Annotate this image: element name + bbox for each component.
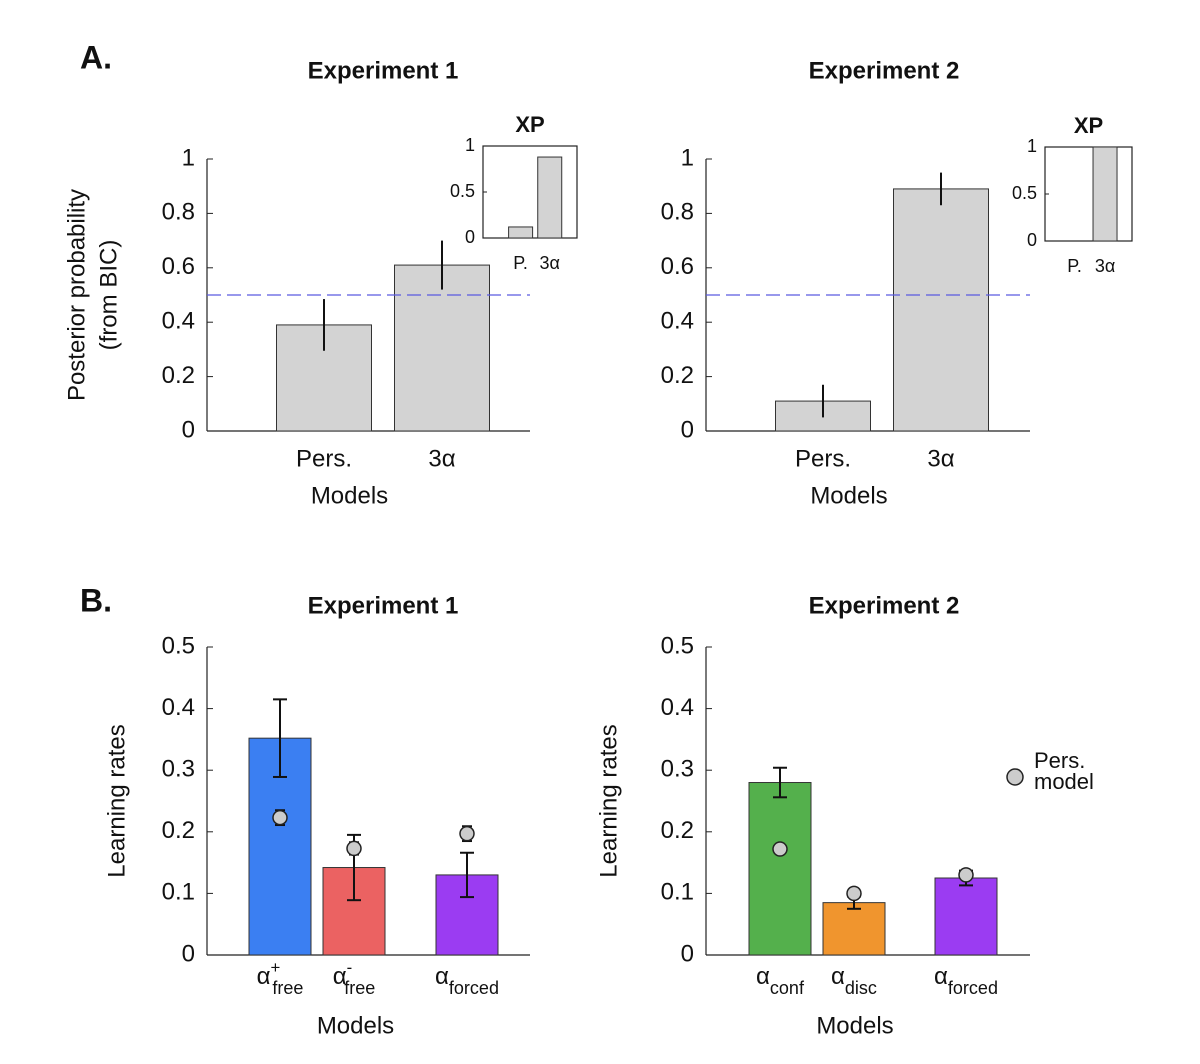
y-tick-label: 0.6 <box>661 253 694 280</box>
subscript: free <box>272 978 303 998</box>
x-tick-label: αforced <box>435 963 499 997</box>
subscript: conf <box>770 978 805 998</box>
inset-title: XP <box>515 112 544 137</box>
inset-x-tick-label: 3α <box>540 253 560 273</box>
y-tick-label: 0.1 <box>162 879 195 906</box>
subscript: free <box>344 978 375 998</box>
y-tick-label: 0.5 <box>162 632 195 659</box>
inset-y-tick-label: 1 <box>1027 136 1037 156</box>
y-tick-label: 0.4 <box>661 308 694 335</box>
symbol: α <box>934 963 948 990</box>
inset-y-tick-label: 0 <box>1027 230 1037 250</box>
point <box>459 825 475 842</box>
bar <box>893 188 989 432</box>
inset-bar <box>508 226 534 239</box>
y-tick-label: 0.2 <box>661 362 694 389</box>
y-tick-label: 0.3 <box>162 756 195 783</box>
inset-frame <box>482 145 578 239</box>
bar <box>748 782 812 956</box>
bar <box>934 877 998 956</box>
subscript: forced <box>948 978 998 998</box>
x-tick-label: αdisc <box>831 963 877 997</box>
chart-title: Experiment 2 <box>809 592 960 619</box>
point <box>772 841 788 857</box>
x-tick-label: αforced <box>934 963 998 997</box>
inset-bar <box>537 156 563 239</box>
point <box>272 809 288 826</box>
x-tick-label: 3α <box>927 445 954 472</box>
symbol: α <box>831 963 845 990</box>
y-tick-label: 0.4 <box>661 694 694 721</box>
y-tick-label: 0 <box>182 416 195 443</box>
y-tick-label: 0 <box>681 416 694 443</box>
chart-title: Experiment 1 <box>308 57 459 84</box>
legend-marker <box>1006 768 1024 786</box>
inset-y-tick-label: 1 <box>465 135 475 155</box>
inset-y-tick-label: 0.5 <box>1012 183 1037 203</box>
bar <box>435 874 499 956</box>
point <box>846 885 862 902</box>
symbol: α <box>333 963 347 990</box>
y-tick-label: 0.5 <box>661 632 694 659</box>
y-tick-label: 1 <box>182 144 195 171</box>
panel-label: A. <box>80 39 112 75</box>
x-tick-label: Pers. <box>296 445 352 472</box>
superscript: - <box>347 958 353 977</box>
y-tick-label: 0.8 <box>162 199 195 226</box>
superscript: + <box>271 958 281 977</box>
x-axis-label: Models <box>816 1012 893 1039</box>
x-tick-label: αconf <box>756 963 805 997</box>
inset-x-tick-label: 3α <box>1095 256 1115 276</box>
inset-frame <box>1044 146 1133 242</box>
bar <box>822 902 886 956</box>
y-axis-label: (from BIC) <box>95 240 122 351</box>
x-tick-label: α+ free <box>257 958 304 997</box>
inset-y-tick-label: 0 <box>465 227 475 247</box>
x-axis-label: Models <box>810 482 887 509</box>
inset-y-tick-label: 0.5 <box>450 181 475 201</box>
y-tick-label: 0.4 <box>162 694 195 721</box>
y-tick-label: 1 <box>681 144 694 171</box>
y-tick-label: 0.2 <box>162 362 195 389</box>
subscript: disc <box>845 978 877 998</box>
symbol: α <box>257 963 271 990</box>
y-tick-label: 0 <box>182 940 195 967</box>
y-tick-label: 0 <box>681 940 694 967</box>
bar <box>394 264 490 432</box>
x-axis-label: Models <box>311 482 388 509</box>
y-tick-label: 0.1 <box>661 879 694 906</box>
symbol: α <box>435 963 449 990</box>
point <box>346 840 362 857</box>
y-tick-label: 0.2 <box>661 817 694 844</box>
x-tick-label: 3α <box>428 445 455 472</box>
legend-label: Pers. model <box>1034 748 1094 794</box>
x-tick-label: Pers. <box>795 445 851 472</box>
y-axis-label: Learning rates <box>103 724 130 877</box>
x-axis-label: Models <box>317 1012 394 1039</box>
chart-title: Experiment 1 <box>308 592 459 619</box>
chart-title: Experiment 2 <box>809 57 960 84</box>
y-tick-label: 0.2 <box>162 817 195 844</box>
inset-x-tick-label: P. <box>1067 256 1082 276</box>
y-axis-label: Learning rates <box>595 724 622 877</box>
inset-title: XP <box>1074 113 1103 138</box>
y-tick-label: 0.6 <box>162 253 195 280</box>
y-tick-label: 0.8 <box>661 199 694 226</box>
y-tick-label: 0.4 <box>162 308 195 335</box>
subscript: forced <box>449 978 499 998</box>
y-axis-label: Posterior probability <box>63 189 90 401</box>
inset-bar <box>1092 146 1118 242</box>
inset-x-tick-label: P. <box>513 253 528 273</box>
point <box>958 867 974 883</box>
symbol: α <box>756 963 770 990</box>
panel-label: B. <box>80 582 112 618</box>
y-tick-label: 0.3 <box>661 756 694 783</box>
x-tick-label: α-free <box>333 958 376 997</box>
